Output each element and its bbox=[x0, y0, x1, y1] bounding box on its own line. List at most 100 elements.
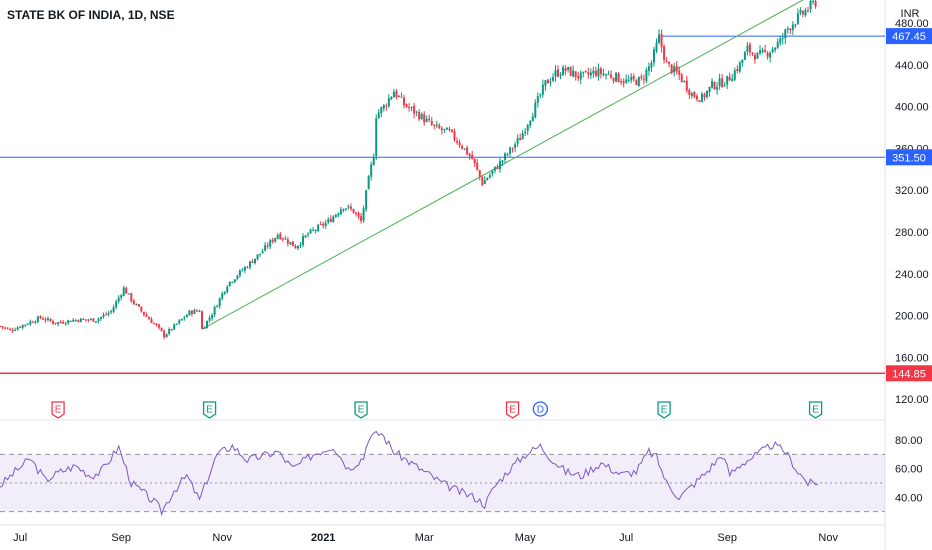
candle-body bbox=[170, 328, 173, 330]
event-marker-label: E bbox=[206, 405, 213, 416]
candle-body bbox=[390, 96, 393, 100]
candle-body bbox=[756, 52, 759, 59]
candle-body bbox=[302, 236, 304, 245]
candle-body bbox=[698, 100, 701, 102]
candle-body bbox=[49, 318, 52, 321]
candle-body bbox=[4, 327, 7, 329]
candle-body bbox=[582, 71, 585, 73]
candle-body bbox=[256, 254, 259, 260]
candle-body bbox=[453, 131, 456, 140]
candle-body bbox=[309, 229, 312, 234]
candle-body bbox=[9, 328, 12, 330]
candle-body bbox=[140, 306, 143, 312]
candle-body bbox=[620, 81, 623, 83]
candle-body bbox=[706, 90, 708, 98]
candle-body bbox=[524, 131, 527, 133]
candle-body bbox=[117, 297, 120, 302]
candle-body bbox=[423, 114, 426, 123]
candle-body bbox=[471, 154, 474, 160]
price-level-label: 467.45 bbox=[892, 31, 926, 43]
candle-body bbox=[801, 11, 804, 15]
candle-body bbox=[294, 246, 297, 249]
candle-body bbox=[544, 80, 547, 86]
candle-body bbox=[360, 216, 363, 222]
candle-body bbox=[233, 279, 236, 283]
candle-body bbox=[54, 322, 57, 324]
time-tick-label: Sep bbox=[717, 532, 737, 544]
candle-body bbox=[261, 251, 264, 254]
candle-body bbox=[693, 92, 696, 97]
candle-body bbox=[190, 310, 193, 315]
candle-body bbox=[365, 190, 368, 210]
candle-body bbox=[751, 52, 754, 54]
candle-body bbox=[269, 240, 272, 247]
candle-body bbox=[41, 318, 44, 320]
candle-body bbox=[761, 49, 764, 52]
candle-body bbox=[541, 84, 544, 95]
candle-body bbox=[92, 318, 95, 322]
candle-body bbox=[814, 1, 817, 7]
candle-body bbox=[52, 321, 55, 324]
candle-body bbox=[488, 174, 491, 178]
candle-body bbox=[549, 81, 552, 83]
rsi-tick-label: 60.00 bbox=[895, 464, 923, 476]
candle-body bbox=[183, 317, 186, 319]
candle-body bbox=[536, 96, 539, 103]
candle-body bbox=[375, 118, 378, 157]
candle-body bbox=[314, 230, 317, 232]
candle-body bbox=[158, 324, 161, 328]
candle-body bbox=[481, 177, 484, 185]
candle-body bbox=[327, 219, 330, 223]
candle-body bbox=[678, 70, 681, 75]
candle-body bbox=[718, 78, 721, 87]
candle-body bbox=[695, 95, 698, 100]
candle-body bbox=[511, 148, 514, 150]
candle-body bbox=[612, 77, 615, 82]
candle-body bbox=[185, 315, 188, 318]
currency-label[interactable]: INR bbox=[888, 4, 932, 24]
candle-body bbox=[342, 208, 345, 211]
candle-body bbox=[658, 34, 661, 43]
candle-body bbox=[137, 304, 140, 307]
candle-body bbox=[228, 281, 231, 286]
candle-body bbox=[132, 300, 135, 305]
candle-body bbox=[450, 129, 453, 132]
candle-body bbox=[521, 133, 524, 140]
candle-body bbox=[211, 315, 214, 319]
candle-body bbox=[173, 324, 176, 330]
candle-body bbox=[599, 68, 602, 75]
price-level-tag bbox=[886, 149, 932, 166]
candle-body bbox=[362, 208, 365, 221]
candle-body bbox=[413, 105, 416, 114]
candle-body bbox=[466, 147, 469, 155]
candle-body bbox=[791, 24, 794, 31]
candle-body bbox=[668, 61, 671, 64]
price-tick-label: 240.00 bbox=[895, 269, 929, 281]
candle-body bbox=[721, 78, 724, 87]
candle-body bbox=[534, 102, 537, 118]
candle-body bbox=[804, 10, 807, 16]
candle-body bbox=[602, 73, 605, 76]
candle-body bbox=[703, 93, 706, 98]
event-marker-label: E bbox=[358, 405, 365, 416]
candle-body bbox=[577, 76, 580, 79]
candle-body bbox=[329, 218, 332, 223]
candle-body bbox=[392, 91, 395, 98]
candle-body bbox=[685, 80, 688, 91]
currency-text: INR bbox=[900, 8, 920, 20]
candle-body bbox=[637, 76, 640, 86]
candle-body bbox=[82, 319, 85, 321]
candle-body bbox=[59, 321, 62, 323]
candle-body bbox=[700, 93, 703, 102]
candle-body bbox=[726, 75, 729, 85]
price-tick-label: 320.00 bbox=[895, 185, 929, 197]
candle-body bbox=[660, 34, 663, 48]
candle-body bbox=[213, 307, 216, 315]
candle-body bbox=[307, 234, 310, 236]
candle-body bbox=[680, 74, 683, 83]
candle-body bbox=[559, 75, 562, 77]
price-level-label: 351.50 bbox=[892, 152, 926, 164]
candle-body bbox=[498, 161, 501, 170]
candle-body bbox=[296, 245, 299, 249]
candle-body bbox=[319, 224, 322, 226]
